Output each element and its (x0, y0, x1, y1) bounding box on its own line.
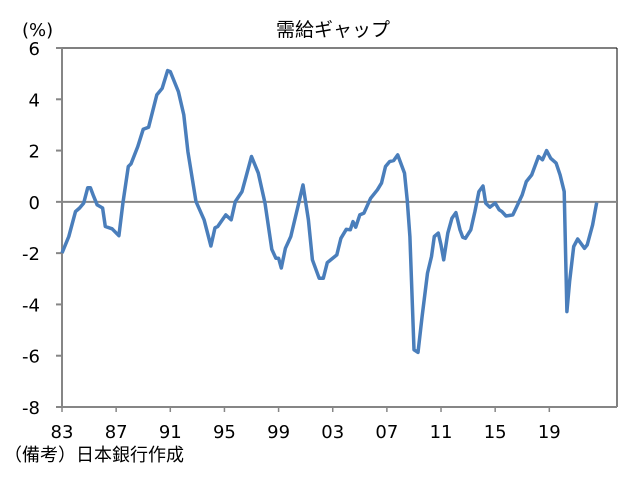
y-tick-label: 6 (29, 39, 40, 60)
chart-title: 需給ギャップ (276, 19, 390, 41)
x-tick-label: 87 (105, 422, 128, 443)
y-axis-unit-label: (%) (22, 20, 53, 41)
source-note: （備考）日本銀行作成 (4, 445, 184, 466)
x-tick-label: 95 (213, 422, 236, 443)
y-tick-label: 4 (29, 90, 40, 111)
x-tick-label: 15 (484, 422, 507, 443)
x-tick-label: 83 (51, 422, 74, 443)
y-tick-label: -6 (22, 347, 40, 368)
x-tick-label: 03 (321, 422, 344, 443)
y-tick-label: 2 (29, 142, 40, 163)
series-line-output-gap (60, 68, 599, 355)
x-tick-label: 91 (159, 422, 182, 443)
x-tick-label: 99 (267, 422, 290, 443)
y-tick-label: 0 (29, 193, 40, 214)
axes (61, 47, 618, 408)
y-tick-label: -2 (22, 244, 40, 265)
x-axis-ticks: 83 87 91 95 99 03 07 11 15 19 (51, 407, 561, 443)
y-tick-label: -8 (22, 398, 40, 419)
y-tick-label: -4 (22, 295, 40, 316)
x-tick-label: 11 (430, 422, 453, 443)
y-axis-ticks: 6 4 2 0 -2 -4 -6 -8 (22, 39, 62, 419)
x-tick-label: 19 (538, 422, 561, 443)
x-tick-label: 07 (375, 422, 398, 443)
